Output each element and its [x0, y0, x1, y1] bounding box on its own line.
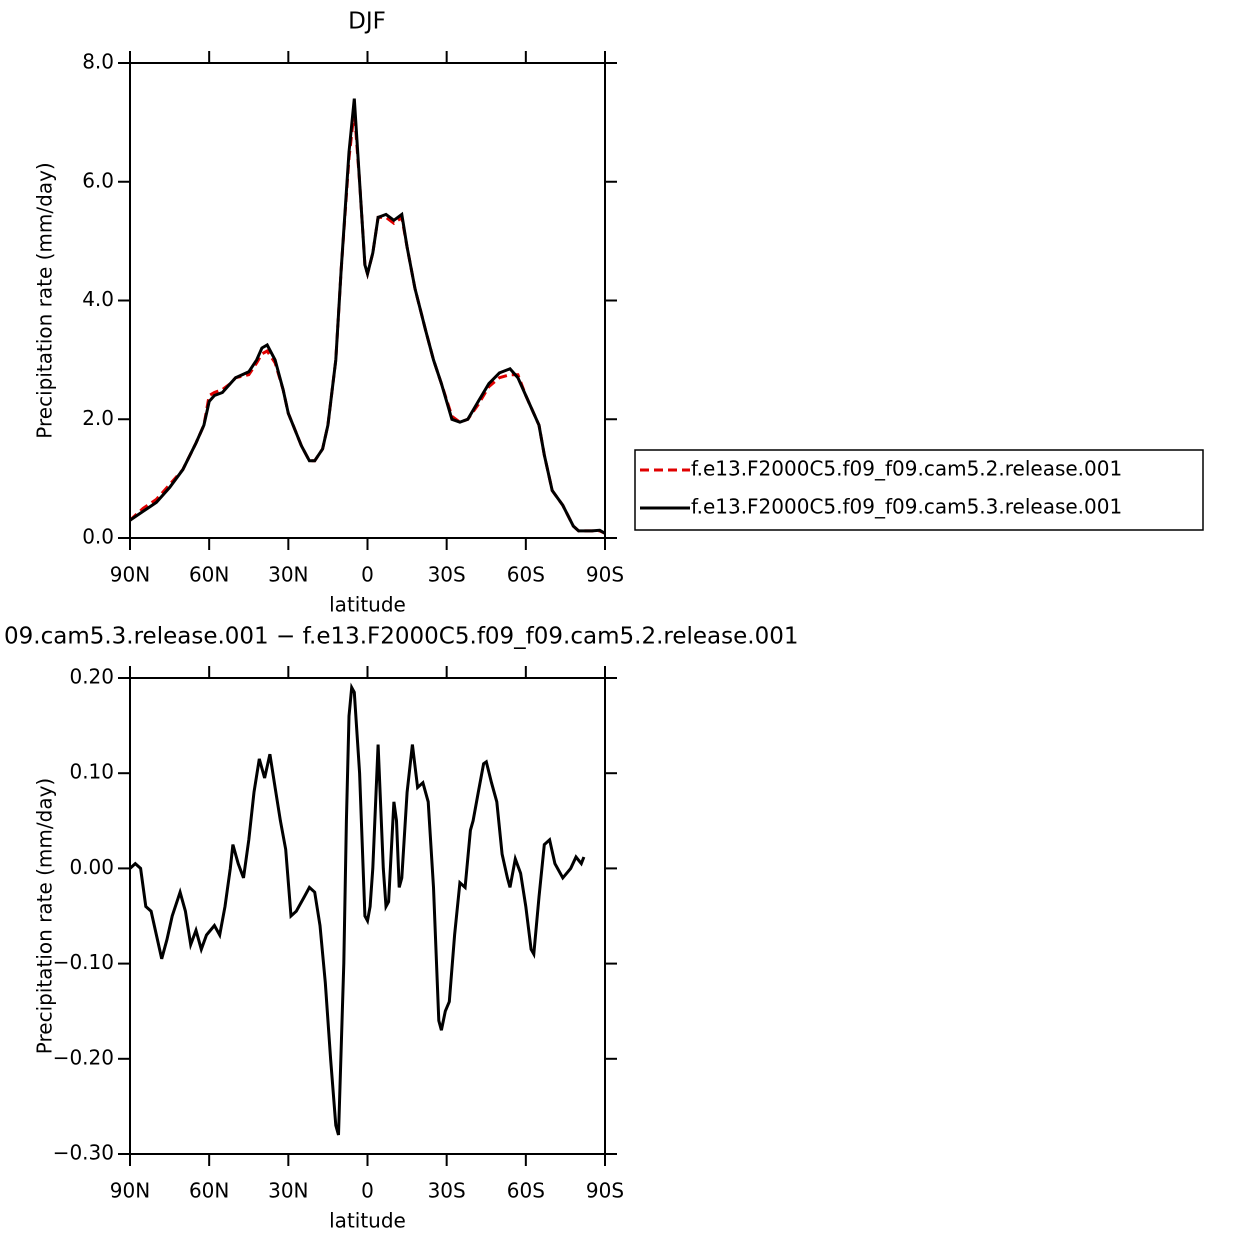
y-tick-label: −0.30	[53, 1141, 114, 1165]
y-tick-label: 0.00	[69, 855, 114, 879]
x-axis-label: latitude	[329, 593, 406, 617]
legend-label: f.e13.F2000C5.f09_f09.cam5.2.release.001	[691, 457, 1122, 481]
plot-frame	[129, 62, 606, 539]
x-tick-label: 30S	[428, 1179, 466, 1203]
y-axis-label: Precipitation rate (mm/day)	[33, 162, 57, 438]
y-tick-label: 6.0	[82, 168, 114, 192]
x-tick-label: 60S	[507, 563, 545, 587]
x-tick-label: 60N	[189, 1179, 229, 1203]
x-tick-label: 30N	[268, 563, 308, 587]
y-tick-label: 0.20	[69, 665, 114, 689]
data-line	[128, 110, 606, 535]
y-tick-label: −0.20	[53, 1045, 114, 1069]
chart-title: 09.cam5.3.release.001 − f.e13.F2000C5.f0…	[4, 624, 798, 650]
x-tick-label: 90S	[586, 563, 624, 587]
y-tick-label: 0.10	[69, 760, 114, 784]
y-tick-label: −0.10	[53, 950, 114, 974]
data-line	[129, 98, 606, 535]
x-axis-label: latitude	[329, 1209, 406, 1233]
x-tick-label: 90N	[110, 1179, 150, 1203]
x-tick-label: 30N	[268, 1179, 308, 1203]
legend-label: f.e13.F2000C5.f09_f09.cam5.3.release.001	[691, 495, 1122, 519]
y-tick-label: 8.0	[82, 50, 114, 74]
x-tick-label: 60N	[189, 563, 229, 587]
y-tick-label: 4.0	[82, 287, 114, 311]
y-tick-label: 2.0	[82, 406, 114, 430]
x-tick-label: 30S	[428, 563, 466, 587]
x-tick-label: 0	[361, 1179, 374, 1203]
legend-box	[634, 449, 1204, 531]
plot-frame	[129, 677, 606, 1155]
y-tick-label: 0.0	[82, 525, 114, 549]
y-axis-label: Precipitation rate (mm/day)	[33, 778, 57, 1054]
chart-title: DJF	[348, 9, 386, 35]
x-tick-label: 60S	[507, 1179, 545, 1203]
x-tick-label: 0	[361, 563, 374, 587]
x-tick-label: 90N	[110, 563, 150, 587]
x-tick-label: 90S	[586, 1179, 624, 1203]
data-line	[128, 682, 586, 1136]
